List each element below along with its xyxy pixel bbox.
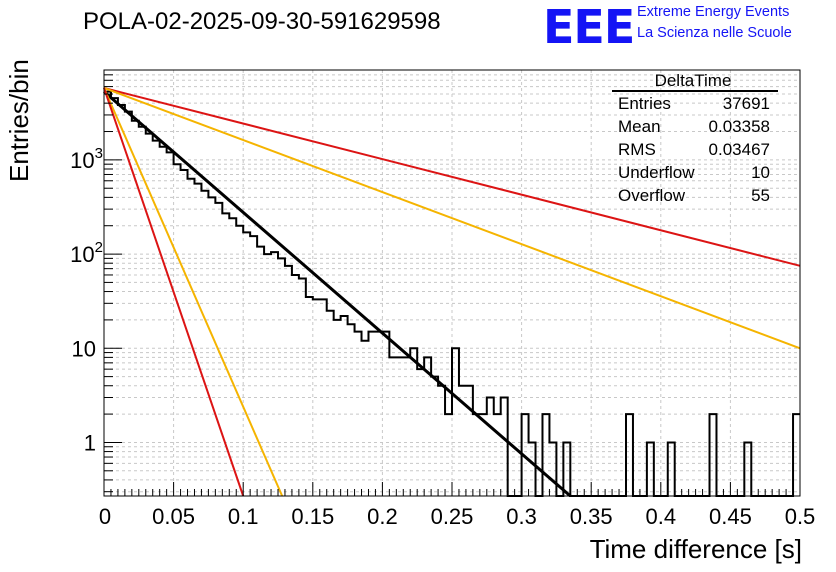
x-tick-label: 0.3 xyxy=(506,504,537,529)
stats-value: 0.03358 xyxy=(708,117,770,136)
x-tick-label: 0.1 xyxy=(228,504,259,529)
series-red-slow xyxy=(103,87,801,267)
x-tick-label: 0.45 xyxy=(709,504,752,529)
series-fit xyxy=(103,90,572,498)
tick-labels: 0 0.05 0.1 0.15 0.2 0.25 0.3 0.35 0.4 0.45 0.5 1 10 1… xyxy=(70,145,815,529)
histogram-outline xyxy=(104,90,800,497)
x-tick-label: 0.2 xyxy=(367,504,398,529)
stats-value: 10 xyxy=(751,163,770,182)
y-axis-label: Entries/bin xyxy=(4,59,34,182)
stats-label: Mean xyxy=(618,117,661,136)
stats-title: DeltaTime xyxy=(654,71,732,90)
x-tick-label: 0.4 xyxy=(646,504,677,529)
series-orange-slow xyxy=(103,87,801,350)
stats-label: Overflow xyxy=(618,186,686,205)
y-tick-label: 102 xyxy=(70,239,103,267)
x-tick-label: 0.25 xyxy=(431,504,474,529)
stats-value: 0.03467 xyxy=(708,140,770,159)
y-tick-label: 10 xyxy=(72,336,96,361)
x-tick-label: 0 xyxy=(99,504,111,529)
series-red-fast xyxy=(103,87,245,497)
x-tick-label: 0.35 xyxy=(570,504,613,529)
logo-line-2: La Scienza nelle Scuole xyxy=(637,25,792,41)
logo-line-1: Extreme Energy Events xyxy=(637,4,790,20)
x-axis-label: Time difference [s] xyxy=(589,534,802,564)
chart-title: POLA-02-2025-09-30-591629598 xyxy=(83,8,441,35)
axis-ticks xyxy=(103,69,801,496)
eee-logo: EEE xyxy=(543,0,635,54)
stats-divider xyxy=(612,90,778,92)
y-tick-label: 103 xyxy=(70,145,103,173)
stats-label: RMS xyxy=(618,140,656,159)
y-tick-label: 1 xyxy=(84,430,96,455)
x-tick-label: 0.05 xyxy=(152,504,195,529)
stats-value: 55 xyxy=(751,186,770,205)
function-lines xyxy=(103,87,801,498)
histogram xyxy=(104,90,800,497)
x-tick-label: 0.5 xyxy=(785,504,816,529)
stats-value: 37691 xyxy=(722,94,770,113)
grid xyxy=(104,69,800,496)
stats-label: Underflow xyxy=(618,163,695,182)
x-tick-label: 0.15 xyxy=(291,504,334,529)
series-orange-fast xyxy=(103,87,284,497)
stats-label: Entries xyxy=(618,94,671,113)
